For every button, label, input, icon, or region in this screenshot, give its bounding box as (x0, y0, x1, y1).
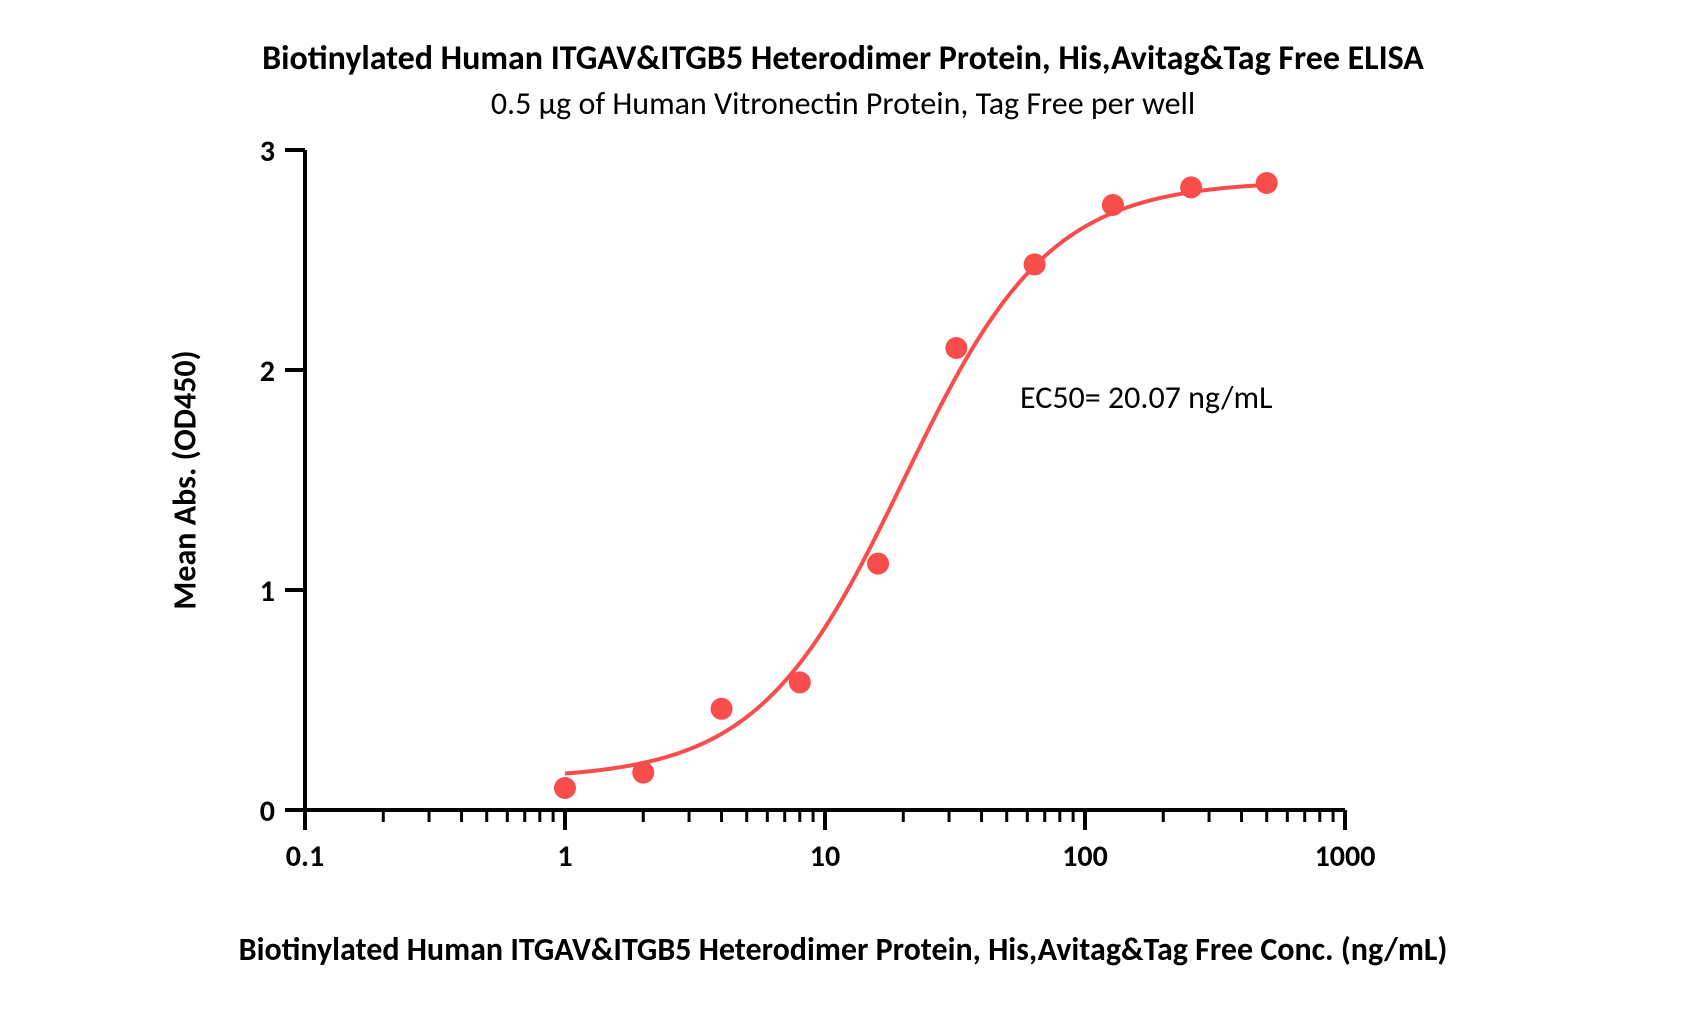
x-tick-label: 100 (1025, 838, 1145, 875)
y-tick-label: 3 (235, 133, 275, 170)
y-tick-label: 1 (235, 573, 275, 610)
y-tick-label: 0 (235, 793, 275, 830)
y-tick-label: 2 (235, 353, 275, 390)
x-tick-label: 0.1 (245, 838, 365, 875)
x-tick-label: 1 (505, 838, 625, 875)
chart-container: Biotinylated Human ITGAV&ITGB5 Heterodim… (0, 0, 1686, 1032)
x-tick-label: 1000 (1285, 838, 1405, 875)
x-tick-label: 10 (765, 838, 885, 875)
